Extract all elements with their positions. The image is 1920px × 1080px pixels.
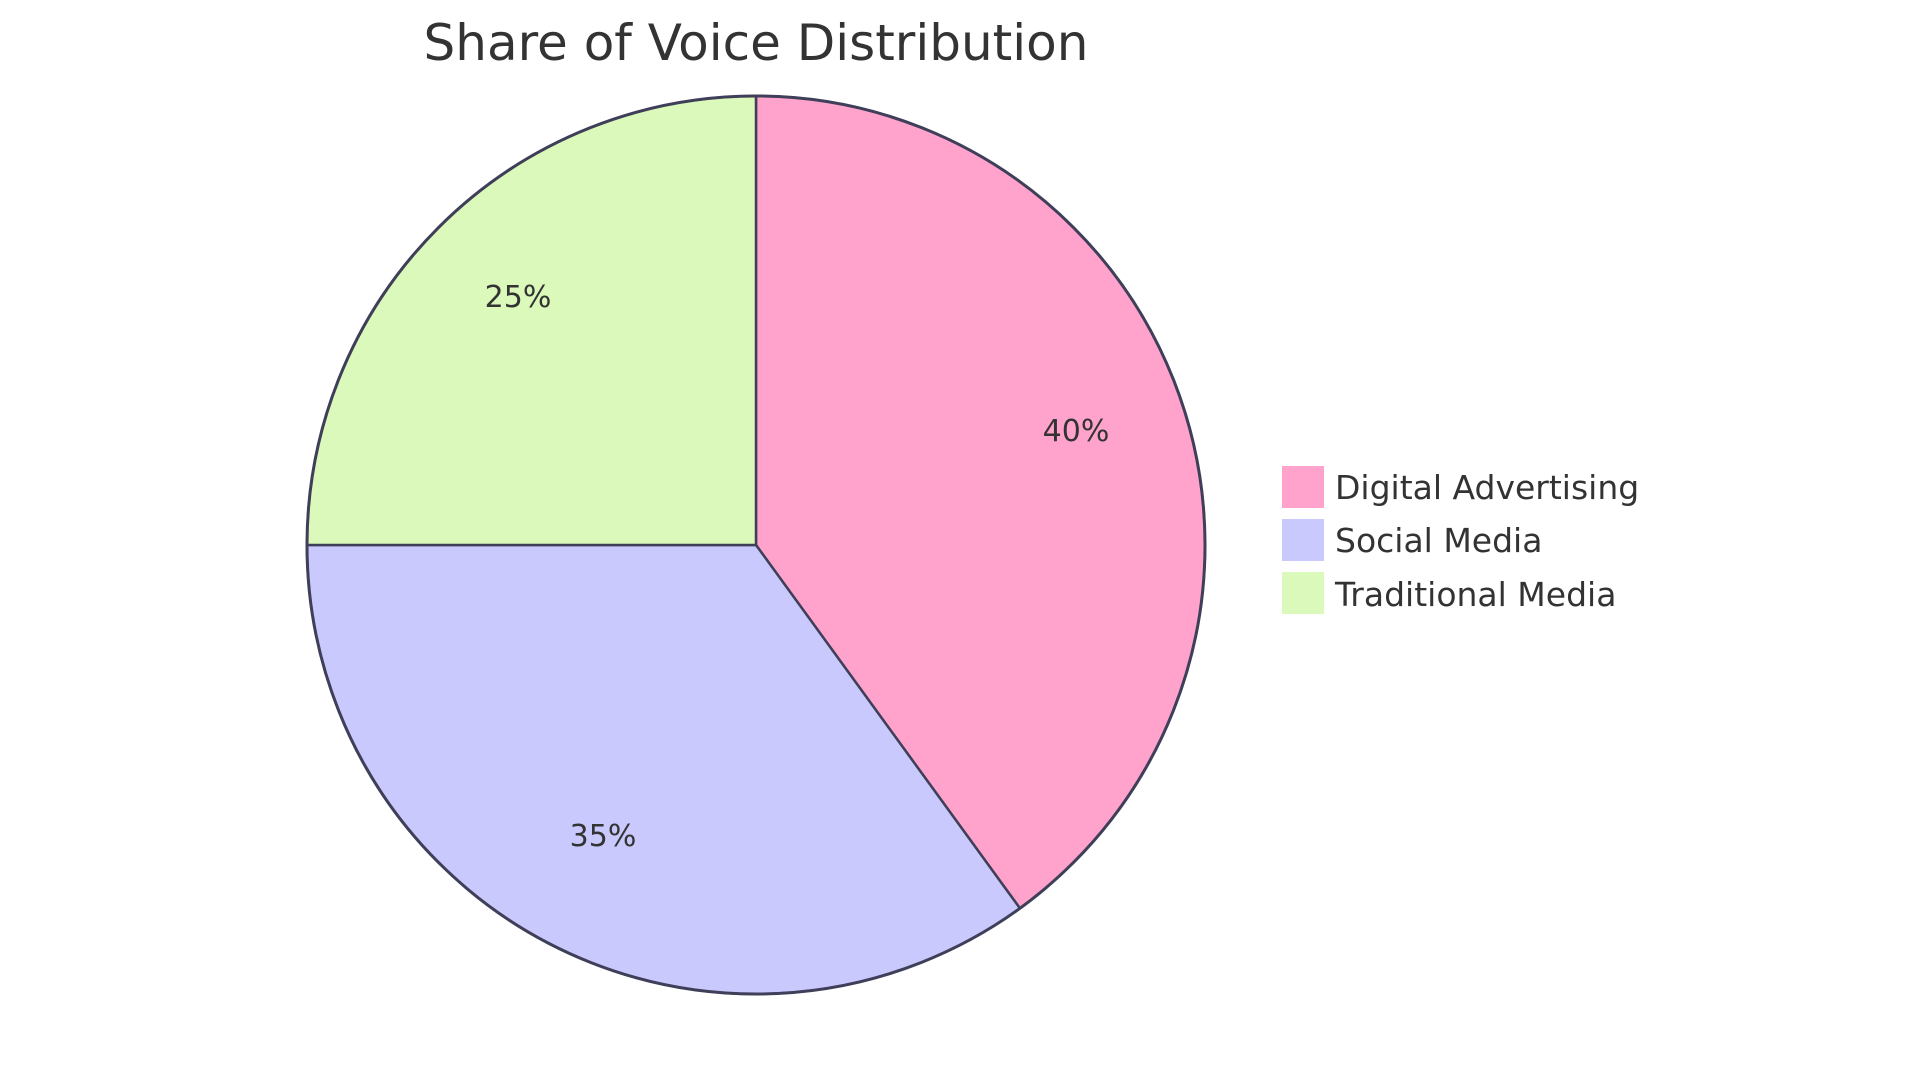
chart-title: Share of Voice Distribution xyxy=(424,14,1089,72)
legend-swatch xyxy=(1280,570,1326,616)
legend: Digital Advertising Social Media Traditi… xyxy=(1280,464,1639,616)
pie: 40% 35% 25% xyxy=(305,94,1207,996)
slice-label-social-media: 35% xyxy=(570,819,637,854)
legend-item-social-media[interactable]: Social Media xyxy=(1280,517,1542,563)
legend-item-digital-advertising[interactable]: Digital Advertising xyxy=(1280,464,1639,510)
slice-label-digital-advertising: 40% xyxy=(1043,414,1110,449)
legend-item-traditional-media[interactable]: Traditional Media xyxy=(1280,570,1616,616)
legend-label: Traditional Media xyxy=(1334,575,1616,614)
slice-traditional-media[interactable] xyxy=(305,94,758,547)
legend-swatch xyxy=(1280,464,1326,510)
legend-label: Digital Advertising xyxy=(1335,468,1639,507)
slice-label-traditional-media: 25% xyxy=(485,280,552,315)
legend-swatch xyxy=(1280,517,1326,563)
legend-label: Social Media xyxy=(1335,521,1542,560)
pie-outline xyxy=(305,94,1207,996)
